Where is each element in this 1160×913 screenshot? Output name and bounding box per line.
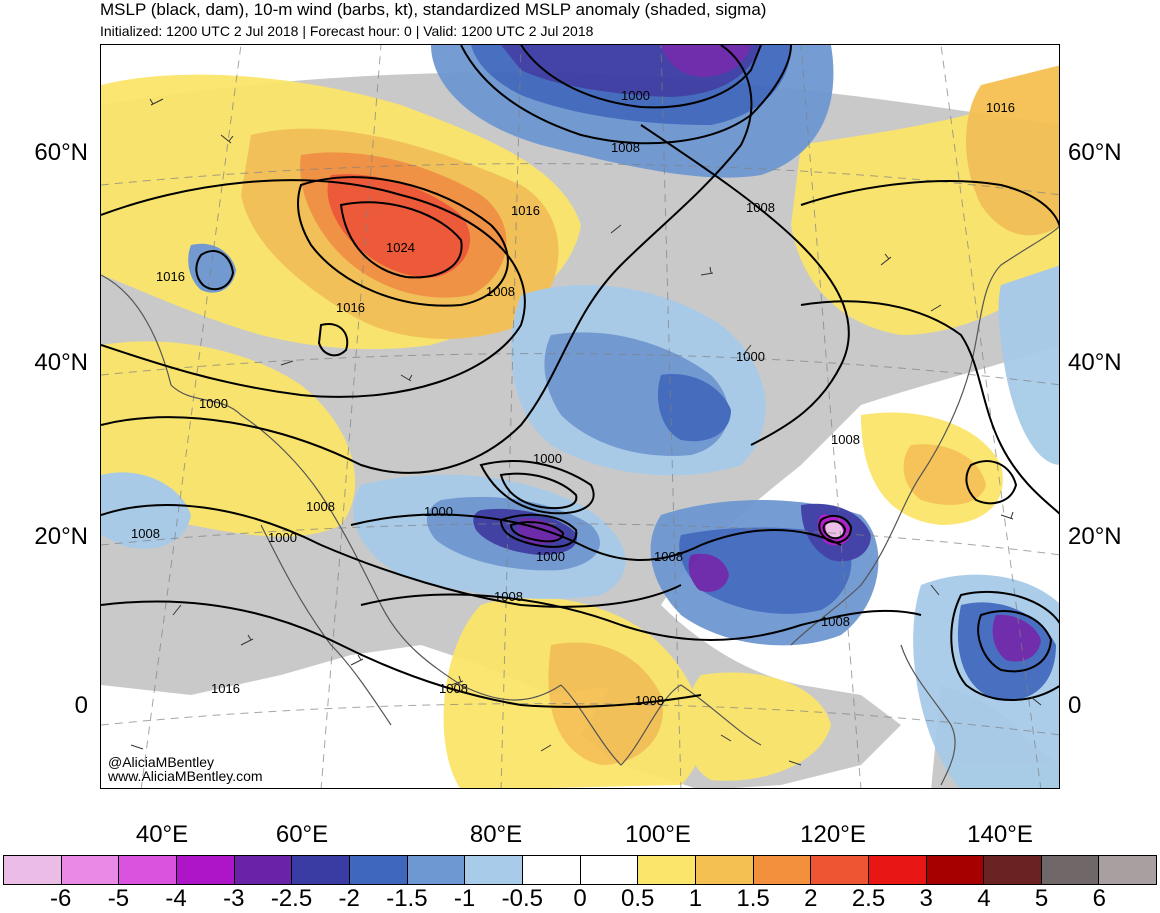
map-canvas: 1000 1008 1016 1008 1016 1024 1016 1008 … [101, 45, 1059, 788]
colorbar-cell [464, 855, 523, 885]
lon-label: 60°E [275, 821, 329, 848]
contour-label: 1000 [536, 549, 565, 564]
colorbar-cell [291, 855, 350, 885]
lon-label: 140°E [967, 821, 1033, 848]
colorbar-cell [348, 855, 408, 885]
colorbar-tick-label: 4 [977, 885, 991, 912]
contour-label: 1016 [336, 300, 365, 315]
colorbar-cell [810, 855, 869, 885]
contour-label: 1008 [746, 200, 775, 215]
map-subtitle: Initialized: 1200 UTC 2 Jul 2018 | Forec… [100, 23, 594, 39]
colorbar-cell [233, 855, 293, 885]
contour-label: 1008 [494, 589, 523, 604]
contour-label: 1016 [986, 100, 1015, 115]
contour-label: 1016 [211, 681, 240, 696]
contour-label: 1000 [736, 349, 765, 364]
contour-label: 1008 [306, 499, 335, 514]
lat-label-left: 0 [74, 692, 88, 719]
credit-handle: @AliciaMBentley [108, 754, 215, 770]
colorbar-cell [752, 855, 812, 885]
colorbar-tick-label: 2 [804, 885, 818, 912]
colorbar-tick-label: -5 [107, 885, 130, 912]
contour-label: 1000 [533, 451, 562, 466]
contour-label: 1008 [611, 140, 640, 155]
colorbar-cell [1040, 855, 1100, 885]
contour-label: 1008 [131, 526, 160, 541]
colorbar-cell [579, 855, 639, 885]
colorbar-cell [637, 855, 696, 885]
lat-label-right: 0 [1068, 692, 1082, 719]
lat-label-right: 20°N [1068, 523, 1122, 550]
anomaly-shading [101, 45, 1059, 788]
contour-label: 1008 [635, 693, 664, 708]
contour-label: 1016 [511, 203, 540, 218]
contour-label: 1016 [156, 269, 185, 284]
colorbar-cell [983, 855, 1042, 885]
colorbar-tick-label: -4 [165, 885, 187, 912]
contour-label: 1000 [621, 88, 650, 103]
lon-label: 80°E [469, 821, 523, 848]
contour-label: 1000 [268, 530, 297, 545]
graticule [101, 45, 1059, 788]
colorbar [3, 855, 1158, 885]
contour-label: 1000 [199, 396, 228, 411]
colorbar-cell [694, 855, 754, 885]
credit-url: www.AliciaMBentley.com [108, 768, 263, 784]
colorbar-cell [175, 855, 235, 885]
contour-label: 1008 [486, 284, 515, 299]
wind-barbs [130, 98, 1042, 766]
lat-label-right: 40°N [1068, 349, 1122, 376]
colorbar-tick-label: 0 [573, 885, 587, 912]
colorbar-tick-label: 2.5 [851, 885, 886, 912]
colorbar-tick-label: -6 [50, 885, 72, 912]
colorbar-cell [118, 855, 177, 885]
colorbar-cell [3, 855, 62, 885]
colorbar-cell [1098, 855, 1158, 885]
mslp-contours [101, 45, 1059, 708]
colorbar-tick-label: 6 [1092, 885, 1106, 912]
colorbar-cell [406, 855, 466, 885]
colorbar-tick-label: 5 [1034, 885, 1049, 912]
colorbar-cell [925, 855, 985, 885]
map-title: MSLP (black, dam), 10-m wind (barbs, kt)… [100, 0, 767, 19]
lon-label: 120°E [800, 821, 866, 848]
colorbar-tick-label: 0.5 [621, 885, 655, 912]
colorbar-tick-label: -1 [453, 885, 476, 912]
colorbar-cell [521, 855, 581, 885]
coastlines [101, 226, 1059, 786]
lon-label: 40°E [135, 821, 189, 848]
lat-label-left: 40°N [34, 349, 88, 376]
contour-label: 1008 [821, 614, 850, 629]
colorbar-cell [867, 855, 927, 885]
contour-labels: 1000 1008 1016 1008 1016 1024 1016 1008 … [131, 88, 1015, 708]
colorbar-tick-label: -2 [338, 885, 360, 912]
colorbar-cell [60, 855, 120, 885]
lat-label-left: 60°N [34, 139, 88, 166]
contour-label: 1008 [831, 432, 860, 447]
colorbar-tick-label: 3 [919, 885, 933, 912]
contour-label: 1024 [386, 240, 415, 255]
colorbar-tick-label: -2.5 [270, 885, 313, 912]
lat-label-left: 20°N [34, 523, 88, 550]
contour-label: 1000 [424, 504, 453, 519]
lon-label: 100°E [625, 821, 691, 848]
colorbar-tick-label: -1.5 [386, 885, 428, 912]
weather-map: 1000 1008 1016 1008 1016 1024 1016 1008 … [100, 44, 1060, 789]
contour-label: 1008 [654, 549, 683, 564]
colorbar-tick-label: 1 [688, 885, 703, 912]
colorbar-tick-label: -0.5 [501, 885, 543, 912]
colorbar-tick-label: 1.5 [736, 885, 770, 912]
lat-label-right: 60°N [1068, 139, 1122, 166]
contour-label: 1008 [439, 681, 468, 696]
colorbar-tick-label: -3 [223, 885, 245, 912]
